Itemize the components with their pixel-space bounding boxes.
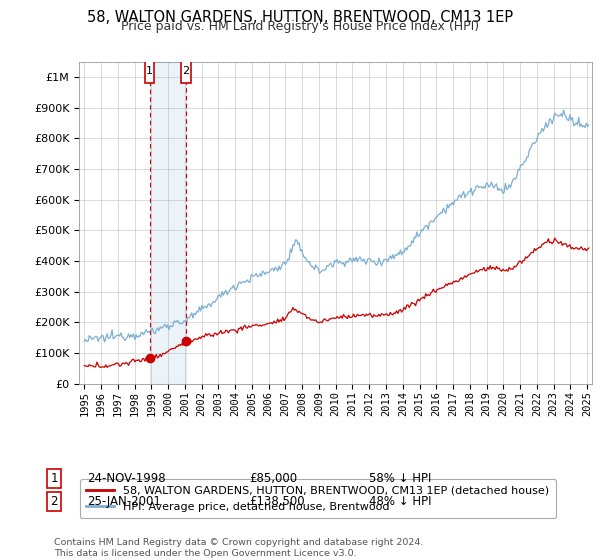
FancyBboxPatch shape [145, 59, 154, 83]
Text: £138,500: £138,500 [249, 494, 305, 508]
FancyBboxPatch shape [181, 59, 191, 83]
Text: £85,000: £85,000 [249, 472, 297, 486]
Text: 25-JAN-2001: 25-JAN-2001 [87, 494, 161, 508]
Text: 2: 2 [50, 494, 58, 508]
Text: 58, WALTON GARDENS, HUTTON, BRENTWOOD, CM13 1EP: 58, WALTON GARDENS, HUTTON, BRENTWOOD, C… [87, 10, 513, 25]
Text: 2: 2 [182, 66, 190, 76]
Text: 1: 1 [146, 66, 153, 76]
Text: 58% ↓ HPI: 58% ↓ HPI [369, 472, 431, 486]
Text: Contains HM Land Registry data © Crown copyright and database right 2024.
This d: Contains HM Land Registry data © Crown c… [54, 538, 424, 558]
Text: 48% ↓ HPI: 48% ↓ HPI [369, 494, 431, 508]
Legend: 58, WALTON GARDENS, HUTTON, BRENTWOOD, CM13 1EP (detached house), HPI: Average p: 58, WALTON GARDENS, HUTTON, BRENTWOOD, C… [80, 479, 556, 518]
Bar [149, 62, 186, 384]
Text: Price paid vs. HM Land Registry's House Price Index (HPI): Price paid vs. HM Land Registry's House … [121, 20, 479, 33]
Text: 1: 1 [50, 472, 58, 486]
Text: 24-NOV-1998: 24-NOV-1998 [87, 472, 166, 486]
